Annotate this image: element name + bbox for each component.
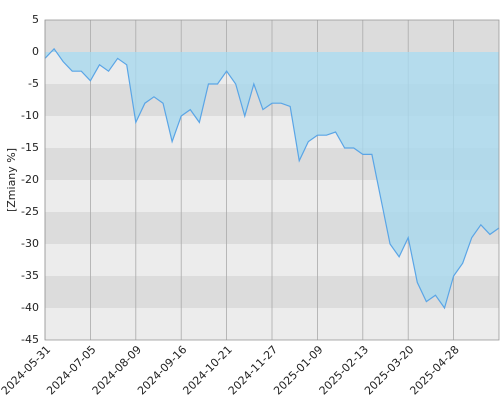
y-tick-label: -30 xyxy=(21,237,39,250)
y-tick-label: 5 xyxy=(32,13,39,26)
plot-border xyxy=(44,19,500,341)
y-tick-label: -45 xyxy=(21,333,39,346)
y-tick-label: -25 xyxy=(21,205,39,218)
area xyxy=(45,48,499,309)
y-tick-label: -15 xyxy=(21,141,39,154)
y-tick-label: -35 xyxy=(21,269,39,282)
y-tick-label: -20 xyxy=(21,173,39,186)
y-tick-label: -40 xyxy=(21,301,39,314)
x-tick-label: 2025-04-28 xyxy=(407,343,461,397)
y-axis-label: [Zmiany %] xyxy=(5,148,18,212)
y-tick-label: -5 xyxy=(28,77,39,90)
y-tick-label: 0 xyxy=(32,45,39,58)
y-tick-label: -10 xyxy=(21,109,39,122)
line xyxy=(44,47,500,310)
